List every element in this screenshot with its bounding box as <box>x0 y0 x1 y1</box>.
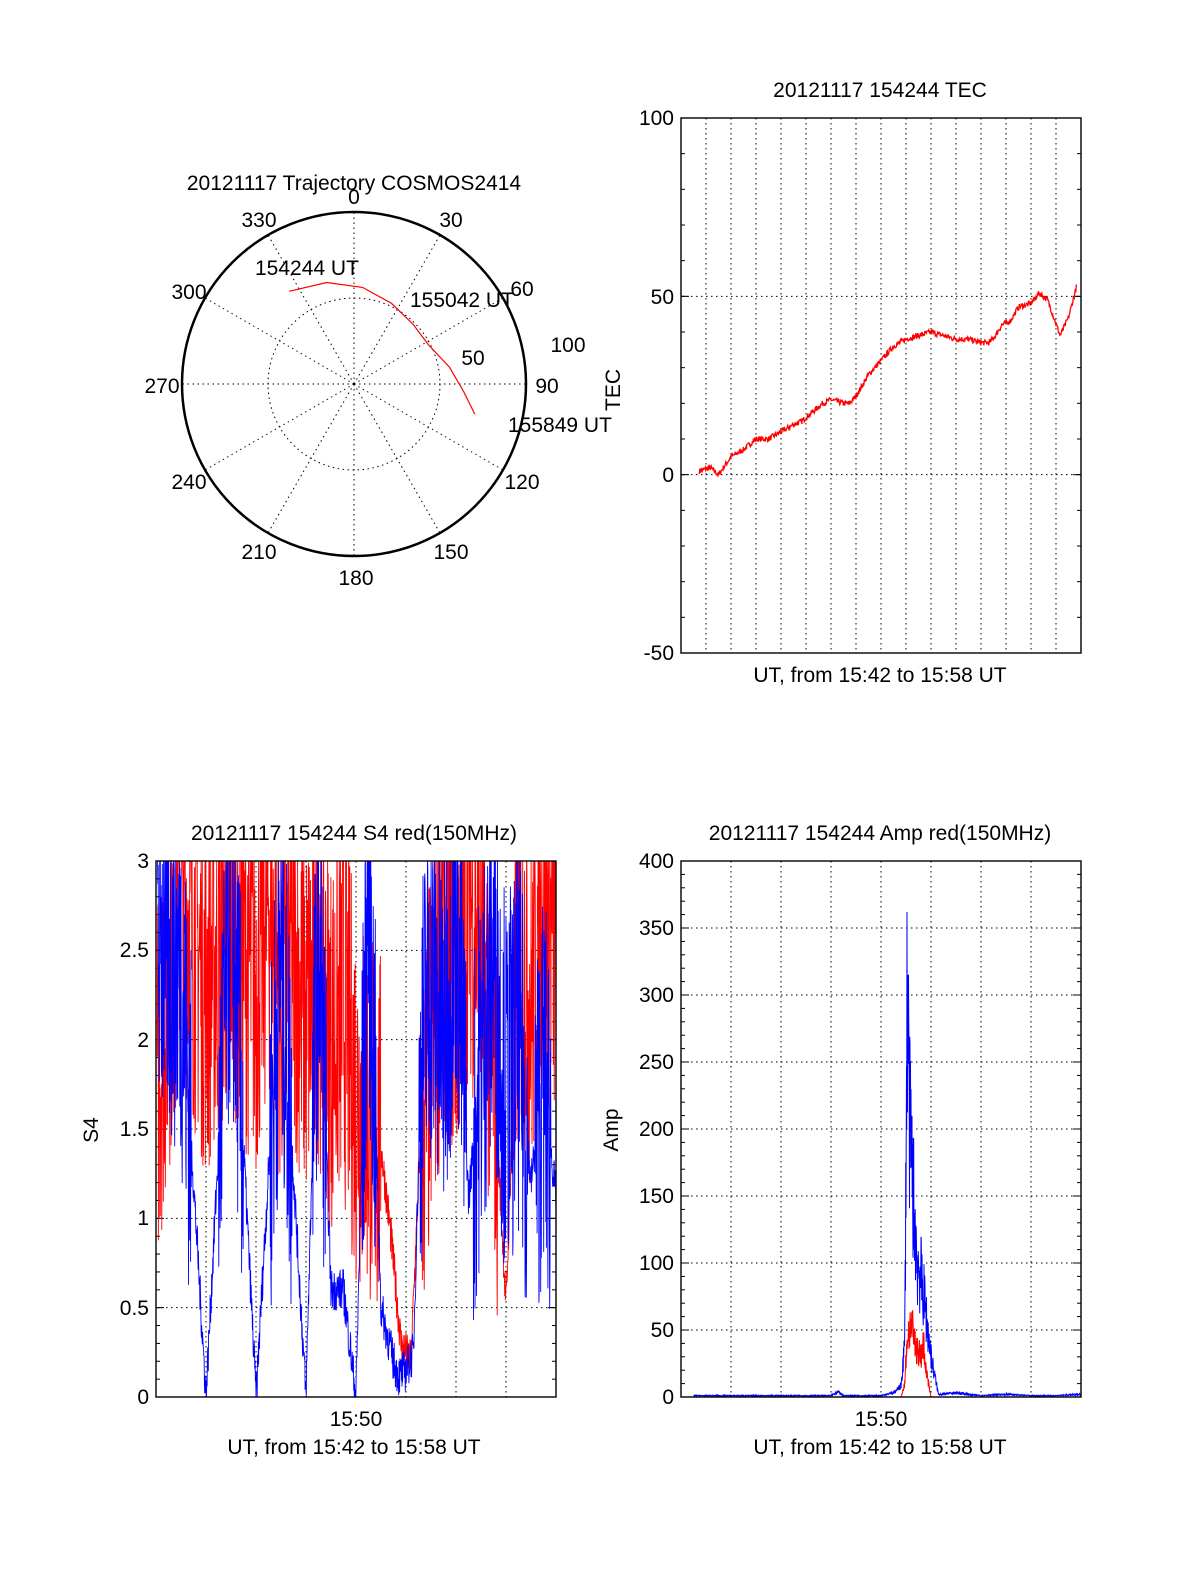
s4-blue-series <box>157 860 557 1398</box>
tec-xlabel: UT, from 15:42 to 15:58 UT <box>753 664 1006 687</box>
azimuth-label-330: 330 <box>241 209 276 232</box>
amp-ytick-label-250: 250 <box>639 1051 674 1074</box>
s4-red-series <box>156 860 557 1372</box>
amp-ytick-label-350: 350 <box>639 917 674 940</box>
tec-ytick-label-50: 50 <box>651 286 674 309</box>
polar-grid-spoke <box>353 297 504 385</box>
elevation-label-100: 100 <box>550 334 585 357</box>
amp-blue-line <box>693 911 1082 1398</box>
amp-red-line <box>693 1310 1081 1398</box>
s4-ytick-label-0.5: 0.5 <box>120 1297 149 1320</box>
amp-ytick-label-100: 100 <box>639 1252 674 1275</box>
amp-ytick-label-50: 50 <box>651 1319 674 1342</box>
s4-blue-line <box>157 860 557 1398</box>
tec-title: 20121117 154244 TEC <box>773 79 987 102</box>
amp-grid <box>681 860 1081 1398</box>
amp-xtick-label: 15:50 <box>855 1408 908 1431</box>
s4-xlabel: UT, from 15:42 to 15:58 UT <box>227 1436 480 1459</box>
trajectory-start-label: 154244 UT <box>255 257 359 280</box>
polar-grid-spoke <box>204 383 355 471</box>
tec-ytick-label-0: 0 <box>662 464 674 487</box>
tec-grid <box>681 117 1081 654</box>
azimuth-label-240: 240 <box>171 471 206 494</box>
azimuth-label-30: 30 <box>439 209 462 232</box>
tec-ytick-label-100: 100 <box>639 107 674 130</box>
tec-series-line <box>698 284 1078 478</box>
amp-ytick-label-0: 0 <box>662 1386 674 1409</box>
amp-ytick-label-300: 300 <box>639 984 674 1007</box>
polar-grid-spoke <box>267 234 355 385</box>
amp-ylabel: Amp <box>600 1108 623 1151</box>
amp-ytick-label-150: 150 <box>639 1185 674 1208</box>
amp-plot-frame <box>680 860 1082 1398</box>
trajectory-end-label: 155849 UT <box>508 414 612 437</box>
elevation-label-50: 50 <box>461 347 484 370</box>
tec-plot-frame <box>680 117 1082 654</box>
polar-outer-ring <box>180 210 528 558</box>
s4-ytick-label-2.5: 2.5 <box>120 939 149 962</box>
s4-plot-frame <box>155 860 557 1398</box>
azimuth-label-180: 180 <box>338 567 373 590</box>
azimuth-label-270: 270 <box>144 375 179 398</box>
azimuth-label-150: 150 <box>433 541 468 564</box>
trajectory-mid-label: 155042 UT <box>410 289 514 312</box>
azimuth-label-300: 300 <box>171 281 206 304</box>
s4-ytick-label-1: 1 <box>137 1207 149 1230</box>
s4-ytick-label-3: 3 <box>137 850 149 873</box>
azimuth-label-210: 210 <box>241 541 276 564</box>
azimuth-label-120: 120 <box>504 471 539 494</box>
polar-trajectory-chart: 20121117 Trajectory COSMOS2414 0 30 60 9… <box>144 172 612 590</box>
tec-ylabel: TEC <box>602 369 625 411</box>
amp-red-series <box>693 1310 1081 1398</box>
trajectory-track <box>288 281 476 415</box>
s4-red-line <box>156 860 557 1372</box>
s4-xtick-label: 15:50 <box>330 1408 383 1431</box>
polar-title: 20121117 Trajectory COSMOS2414 <box>187 172 522 195</box>
s4-title: 20121117 154244 S4 red(150MHz) <box>191 822 517 845</box>
tec-chart: 20121117 154244 TEC -50 0 50 100 TEC UT,… <box>602 79 1082 687</box>
azimuth-label-90: 90 <box>535 375 558 398</box>
amp-xlabel: UT, from 15:42 to 15:58 UT <box>753 1436 1006 1459</box>
polar-grid-spoke <box>353 383 441 534</box>
polar-grid-spoke <box>353 383 504 471</box>
tec-ytick-label-minus-50: -50 <box>644 642 674 665</box>
amp-chart: 20121117 154244 Amp red(150MHz) 0 50 100… <box>600 822 1082 1459</box>
s4-ytick-label-2: 2 <box>137 1029 149 1052</box>
s4-chart: 20121117 154244 S4 red(150MHz) 0 0.5 1 1… <box>80 822 557 1459</box>
amp-ytick-label-400: 400 <box>639 850 674 873</box>
s4-ylabel: S4 <box>80 1117 103 1143</box>
polar-grid-spoke <box>204 297 355 385</box>
azimuth-label-60: 60 <box>510 278 533 301</box>
amp-ytick-label-200: 200 <box>639 1118 674 1141</box>
amp-blue-series <box>693 911 1082 1398</box>
amp-title: 20121117 154244 Amp red(150MHz) <box>709 822 1051 845</box>
polar-grid <box>182 212 526 556</box>
s4-ytick-label-0: 0 <box>137 1386 149 1409</box>
s4-ytick-label-1.5: 1.5 <box>120 1118 149 1141</box>
azimuth-label-0: 0 <box>348 186 360 209</box>
polar-grid-spoke <box>353 234 441 385</box>
polar-grid-spoke <box>267 383 355 534</box>
